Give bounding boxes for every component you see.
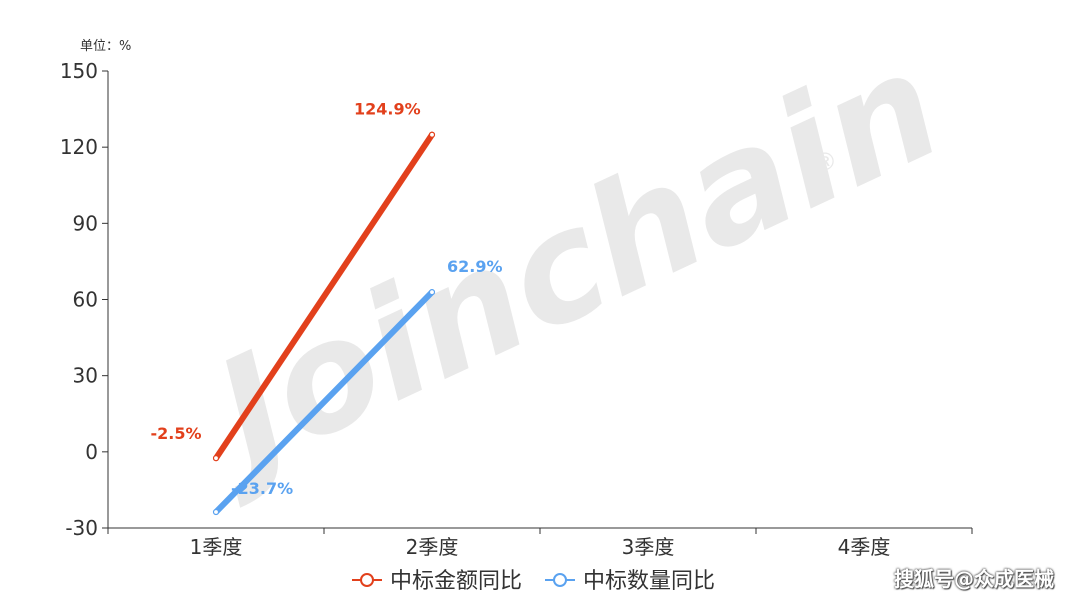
y-tick-label: 150 bbox=[60, 59, 98, 83]
data-point bbox=[212, 455, 220, 462]
legend: 中标金额同比 中标数量同比 bbox=[352, 569, 715, 594]
y-tick-label: 30 bbox=[73, 364, 98, 388]
y-tick-label: 60 bbox=[73, 288, 98, 312]
data-label: 62.9% bbox=[447, 257, 503, 276]
y-tick-label: 0 bbox=[85, 440, 98, 464]
x-tick-label: 2季度 bbox=[406, 535, 459, 559]
y-axis: -30 0 30 60 90 120 150 bbox=[60, 59, 109, 540]
y-tick-label: 90 bbox=[73, 211, 98, 235]
data-label: -23.7% bbox=[231, 479, 293, 498]
y-tick-label: -30 bbox=[65, 516, 98, 540]
unit-label: 单位：% bbox=[80, 39, 131, 54]
y-tick-label: 120 bbox=[60, 135, 98, 159]
x-tick-label: 1季度 bbox=[190, 535, 243, 559]
legend-marker bbox=[553, 573, 567, 587]
series-layer: -2.5% 124.9% -23.7% 62.9% bbox=[150, 100, 503, 516]
x-tick-label: 4季度 bbox=[838, 535, 891, 559]
legend-item-1[interactable]: 中标数量同比 bbox=[545, 569, 715, 594]
source-credit: 搜狐号@众成医械 bbox=[894, 567, 1054, 591]
x-tick-label: 3季度 bbox=[622, 535, 675, 559]
legend-label: 中标金额同比 bbox=[390, 569, 522, 594]
legend-item-0[interactable]: 中标金额同比 bbox=[352, 569, 522, 594]
data-point bbox=[212, 508, 220, 516]
legend-marker bbox=[360, 573, 374, 587]
series-line-1 bbox=[213, 289, 435, 516]
data-point bbox=[428, 131, 436, 138]
data-label: 124.9% bbox=[354, 100, 421, 119]
data-label: -2.5% bbox=[150, 424, 201, 443]
series-line-0 bbox=[213, 131, 435, 462]
x-axis: 1季度 2季度 3季度 4季度 bbox=[107, 527, 973, 559]
data-point bbox=[428, 289, 436, 296]
legend-label: 中标数量同比 bbox=[583, 569, 715, 594]
watermark-registered: ® bbox=[813, 148, 837, 176]
